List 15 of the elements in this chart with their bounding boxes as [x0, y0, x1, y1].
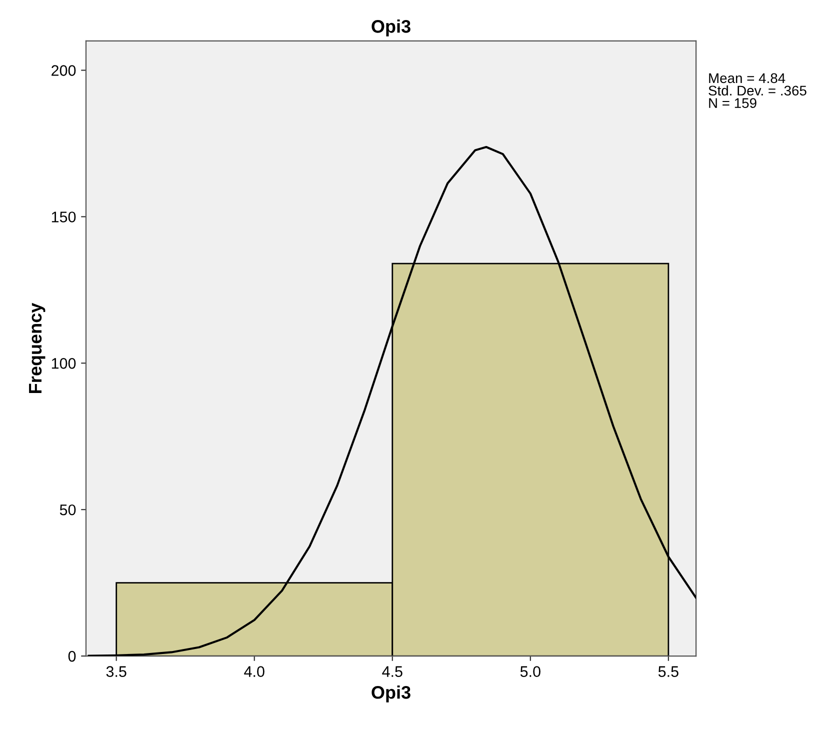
text: Mean = 4.84 Std. Dev. = .365 N = 159 [708, 73, 806, 108]
chart-title: Opi3 [372, 20, 410, 36]
y-tick-label: 200 [52, 65, 76, 76]
x-tick-label: 4.0 [244, 666, 264, 677]
y-tick-label: 50 [60, 504, 76, 516]
x-tick-label: 5.5 [658, 666, 678, 677]
y-tick-label: 100 [52, 358, 76, 369]
x-axis-title: Opi3 [372, 686, 410, 702]
y-tick-label: 150 [52, 212, 76, 222]
x-tick-label: 5.0 [520, 666, 540, 677]
line-series [88, 146, 696, 656]
y-axis-title: Frequency [29, 302, 46, 393]
x-tick-label: 4.5 [382, 666, 402, 677]
y-tick-label: 0 [68, 650, 76, 662]
x-tick-label: 3.5 [106, 666, 126, 677]
